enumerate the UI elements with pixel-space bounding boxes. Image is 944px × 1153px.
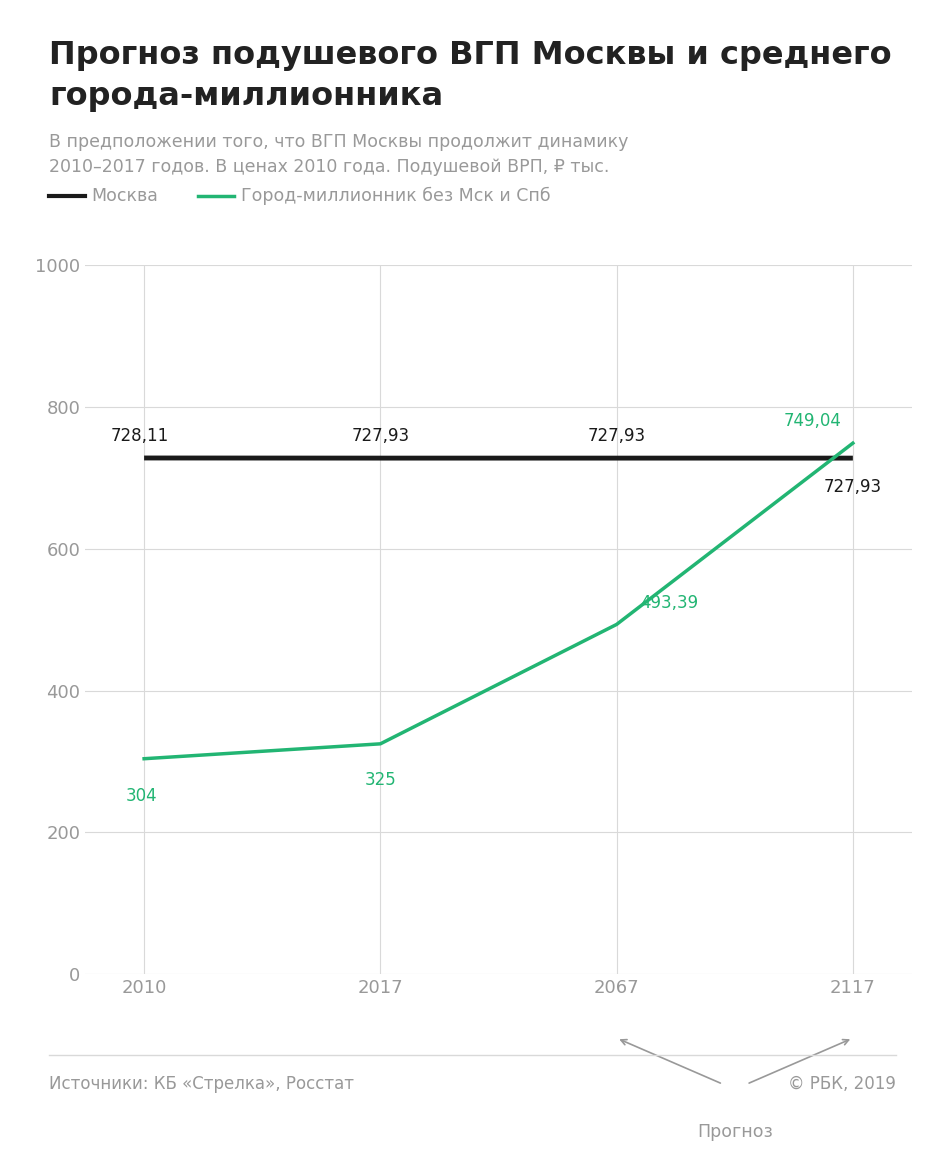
Text: Прогноз подушевого ВГП Москвы и среднего: Прогноз подушевого ВГП Москвы и среднего	[49, 40, 891, 71]
Text: 749,04: 749,04	[783, 413, 840, 430]
Text: 727,93: 727,93	[823, 478, 881, 496]
Text: В предположении того, что ВГП Москвы продолжит динамику: В предположении того, что ВГП Москвы про…	[49, 133, 628, 151]
Text: 727,93: 727,93	[587, 428, 645, 445]
Text: 727,93: 727,93	[351, 428, 409, 445]
Text: Источники: КБ «Стрелка», Росстат: Источники: КБ «Стрелка», Росстат	[49, 1075, 354, 1093]
Text: 2010–2017 годов. В ценах 2010 года. Подушевой ВРП, ₽ тыс.: 2010–2017 годов. В ценах 2010 года. Поду…	[49, 158, 609, 176]
Text: 728,11: 728,11	[110, 428, 168, 445]
Text: 325: 325	[364, 770, 396, 789]
Text: 493,39: 493,39	[639, 594, 698, 611]
Text: Прогноз: Прогноз	[696, 1123, 772, 1141]
Text: Город-миллионник без Мск и Спб: Город-миллионник без Мск и Спб	[241, 187, 550, 205]
Text: © РБК, 2019: © РБК, 2019	[787, 1075, 895, 1093]
Text: города-миллионника: города-миллионника	[49, 81, 443, 112]
Text: Москва: Москва	[92, 187, 159, 205]
Text: 304: 304	[125, 787, 157, 805]
